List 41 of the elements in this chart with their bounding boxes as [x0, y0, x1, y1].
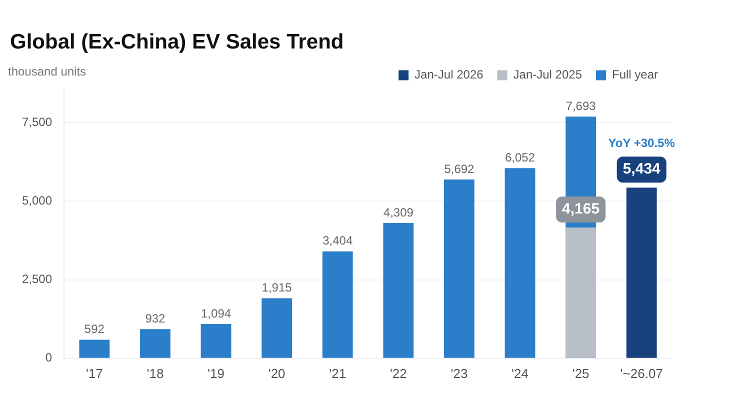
bar: [566, 227, 596, 358]
data-label: 4,165: [562, 200, 600, 218]
data-label: 592: [84, 322, 105, 336]
y-tick-label: 7,500: [22, 114, 52, 129]
data-label: 1,094: [201, 306, 232, 320]
legend-label: Full year: [612, 68, 658, 82]
data-label: 932: [145, 311, 166, 326]
x-tick-label: '25: [572, 366, 590, 381]
x-tick-label: '18: [146, 366, 164, 381]
data-label: 4,309: [383, 205, 414, 220]
data-label: 5,692: [444, 162, 475, 176]
y-axis-title: thousand units: [8, 64, 86, 78]
x-tick-label: '21: [329, 366, 346, 381]
bar: [383, 222, 414, 358]
data-label: 5,434: [622, 160, 662, 178]
y-tick-label: 0: [45, 350, 52, 365]
bar: [626, 188, 657, 358]
y-tick-label: 2,500: [22, 272, 52, 286]
bar: [444, 179, 474, 358]
x-tick-label: '24: [512, 366, 528, 381]
chart-title: Global (Ex-China) EV Sales Trend: [10, 30, 344, 54]
x-tick-label: '~26.07: [620, 366, 663, 381]
annotation: YoY +30.5%: [608, 136, 676, 150]
bar: [322, 251, 353, 358]
x-tick-label: '19: [208, 366, 224, 381]
data-label: 6,052: [504, 150, 536, 164]
bar: [79, 340, 110, 358]
bar: [140, 329, 170, 358]
legend-label: Jan-Jul 2025: [513, 68, 582, 82]
data-label: 7,693: [566, 98, 596, 113]
bar: [504, 168, 536, 358]
x-tick-label: '23: [450, 366, 468, 381]
data-label: 3,404: [322, 234, 353, 248]
bar: [262, 298, 292, 358]
x-tick-label: '22: [390, 366, 407, 381]
x-tick-label: '20: [268, 366, 286, 381]
bar: [200, 324, 232, 358]
x-tick-label: '17: [86, 366, 103, 381]
data-label: 1,915: [262, 280, 292, 295]
y-tick-label: 5,000: [22, 194, 52, 208]
legend-label: Jan-Jul 2026: [414, 68, 484, 82]
